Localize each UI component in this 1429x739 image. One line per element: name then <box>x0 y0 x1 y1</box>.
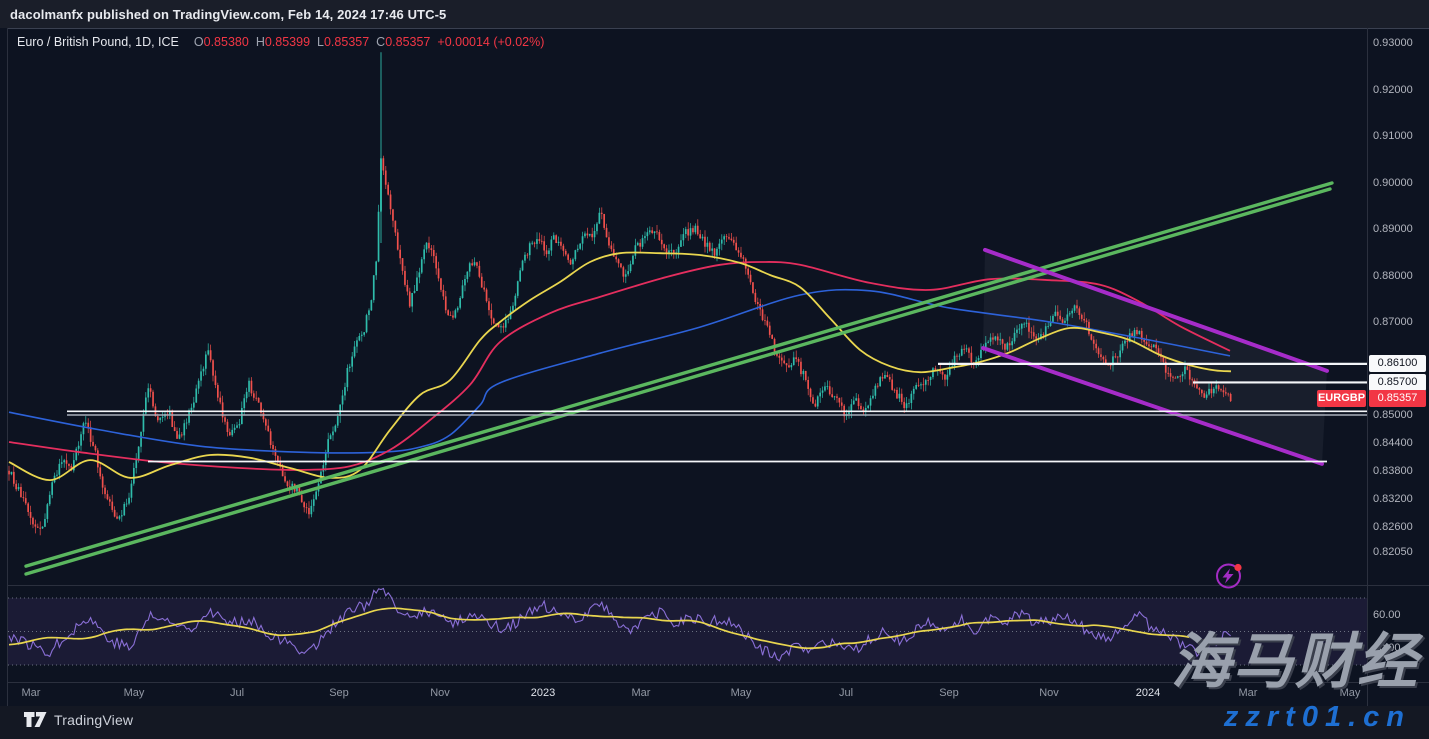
price-tick-label: 0.83200 <box>1373 492 1413 505</box>
ohlc-value: 0.85357 <box>385 35 431 49</box>
time-tick-label: Mar <box>21 687 41 699</box>
tradingview-logo-text: TradingView <box>54 711 134 728</box>
ohlc-value: 0.85399 <box>264 35 311 49</box>
bottom-toolbar <box>0 706 1429 739</box>
ohlc-value: 0.85380 <box>203 35 249 49</box>
time-tick-label: Sep <box>939 687 959 699</box>
ascending-support-lower-trendline <box>24 187 1332 576</box>
descending-channel-lower-trendline <box>981 346 1324 466</box>
ma-mid-red-line <box>8 261 1231 471</box>
ohlc-letter: C <box>376 35 386 49</box>
price-tick-label: 0.88000 <box>1373 269 1413 282</box>
tradingview-logo-icon <box>24 712 47 727</box>
time-tick-label: May <box>1339 687 1361 699</box>
time-tick-label: May <box>730 687 752 699</box>
time-tick-label: Nov <box>1039 687 1059 699</box>
rsi-tick-label: 60.00 <box>1373 608 1401 621</box>
watermark-site-url: zzrt01.cn <box>1223 701 1411 733</box>
rsi-ma-line <box>8 607 1229 650</box>
ma-fast-yellow-line <box>8 251 1232 482</box>
price-tick-label: 0.82600 <box>1373 520 1413 533</box>
time-tick-label: Jul <box>838 687 854 699</box>
time-tick-label: 2024 <box>1135 687 1161 699</box>
time-tick-label: Mar <box>1238 687 1258 699</box>
rsi-tick-label: 40.00 <box>1373 642 1401 655</box>
ohlc-values: O0.85380 H0.85399 L0.85357 C0.85357 <box>187 35 431 49</box>
price-tick-label: 0.91000 <box>1373 130 1413 142</box>
ohlc-value: 0.85357 <box>323 35 370 49</box>
publish-text: dacolmanfx published on TradingView.com,… <box>10 7 447 22</box>
price-tick-label: 0.82050 <box>1373 546 1413 559</box>
rsi-band <box>8 598 1367 665</box>
time-tick-label: Sep <box>329 687 349 699</box>
ascending-support-upper-trendline <box>24 181 1334 568</box>
price-tick-label: 0.93000 <box>1373 37 1413 49</box>
price-line-badge: 0.86100 <box>1369 355 1426 373</box>
tradingview-logo[interactable]: TradingView <box>24 711 133 728</box>
symbol-tag-badge: EURGBP <box>1317 389 1366 407</box>
symbol-legend[interactable]: Euro / British Pound, 1D, ICE O0.85380 H0.… <box>17 35 544 49</box>
channel-fill <box>983 249 1327 464</box>
price-tick-label: 0.85000 <box>1373 409 1413 421</box>
time-tick-label: Jul <box>229 687 245 699</box>
price-tick-label: 0.89000 <box>1373 223 1413 235</box>
symbol-title[interactable]: Euro / British Pound, 1D, ICE <box>17 35 179 49</box>
time-tick-label: May <box>123 687 145 699</box>
price-tick-label: 0.83800 <box>1373 464 1413 477</box>
last-price-badge: 0.85357 <box>1369 389 1426 407</box>
price-axis[interactable]: 0.93000 0.92000 0.91000 0.90000 0.89000 0.880… <box>1367 0 1429 739</box>
time-tick-label: 2023 <box>530 687 556 699</box>
ma-slow-blue-line <box>8 288 1231 454</box>
up-candle-bodies <box>10 158 1218 529</box>
price-line-badge: 0.85700 <box>1369 373 1426 391</box>
change-value: +0.00014 (+0.02%) <box>437 35 545 49</box>
price-tick-label: 0.84400 <box>1373 436 1413 449</box>
time-tick-label: Nov <box>430 687 450 699</box>
ohlc-letter: L <box>317 35 324 49</box>
price-tick-label: 0.90000 <box>1373 176 1413 189</box>
time-axis[interactable]: Mar May Jul Sep Nov 2023 Mar May Jul Sep Nov 2024 Ma… <box>0 682 1367 706</box>
descending-channel-upper-trendline <box>983 247 1329 373</box>
flash-ideas-icon[interactable] <box>1213 560 1245 597</box>
price-tick-label: 0.92000 <box>1373 83 1413 96</box>
spike-candle-body <box>380 159 382 211</box>
ohlc-letter: H <box>255 35 265 49</box>
time-tick-label: Mar <box>631 687 651 699</box>
rsi-axis[interactable]: 60.00 40.00 <box>1367 0 1429 739</box>
rsi-line <box>8 587 1231 662</box>
price-tick-label: 0.87000 <box>1373 316 1413 328</box>
watermark-site-name: 海马财经 <box>1171 628 1419 695</box>
ohlc-letter: O <box>193 35 204 49</box>
publish-bar: dacolmanfx published on TradingView.com,… <box>0 0 1429 28</box>
